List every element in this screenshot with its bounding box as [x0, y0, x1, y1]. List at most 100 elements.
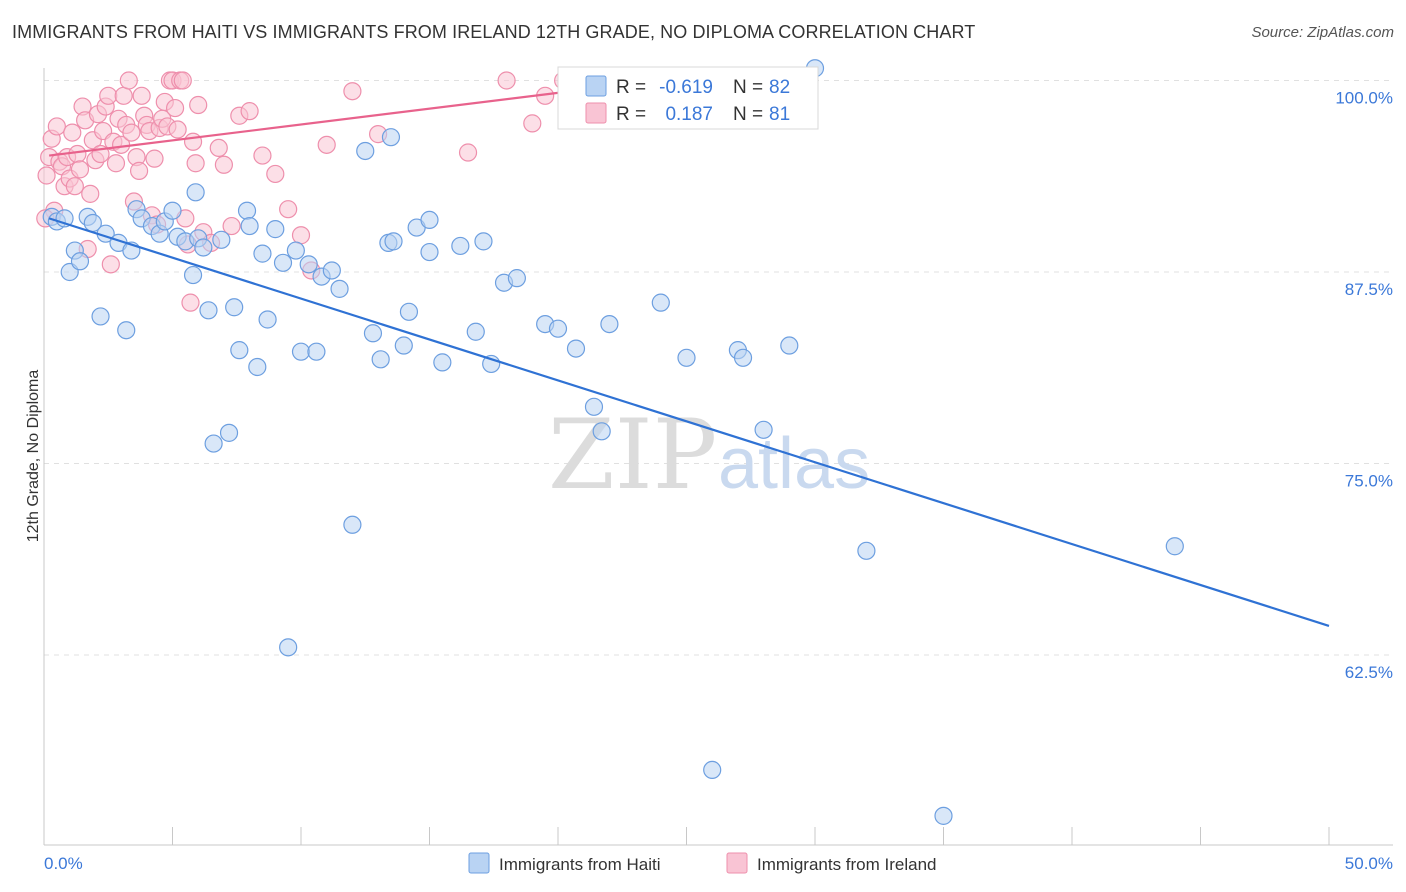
ireland-point [129, 161, 149, 180]
ireland-point [497, 71, 516, 90]
ireland-point [122, 123, 141, 142]
stats-haiti-r-label: R = [616, 77, 646, 98]
stats-haiti-r-value: -0.619 [659, 77, 713, 98]
haiti-point [70, 252, 90, 271]
stats-ireland-n-label: N = [733, 104, 763, 125]
haiti-point [584, 397, 604, 416]
haiti-point [322, 261, 341, 280]
haiti-point [307, 342, 326, 361]
haiti-point [451, 236, 470, 256]
haiti-point [433, 353, 452, 372]
ireland-point [458, 143, 478, 162]
haiti-point [384, 232, 403, 251]
legend-haiti-label: Immigrants from Haiti [499, 855, 661, 874]
ireland-point [240, 102, 259, 121]
haiti-point [279, 638, 298, 657]
haiti-point [420, 210, 439, 230]
haiti-point [163, 201, 182, 220]
ireland-point [214, 155, 233, 174]
haiti-point [183, 265, 203, 285]
ireland-point [186, 154, 205, 173]
ireland-point [291, 226, 311, 245]
ireland-point [279, 200, 298, 219]
x-tick-label-min: 0.0% [44, 854, 83, 873]
ireland-point [145, 149, 164, 168]
ireland-point [317, 135, 336, 154]
haiti-point [592, 422, 611, 441]
haiti-point [363, 324, 383, 343]
haiti-point [273, 253, 293, 272]
ireland-point [209, 138, 228, 158]
stats-haiti-n-label: N = [733, 77, 763, 98]
trend-lines [48, 90, 1330, 627]
y-tick-label: 62.5% [1345, 663, 1393, 682]
haiti-point [857, 541, 876, 560]
stats-box: R = -0.619 N = 82 R = 0.187 N = 81 [557, 66, 819, 130]
ireland-point [65, 177, 84, 196]
haiti-trend-line [48, 217, 1330, 627]
haiti-point [291, 342, 311, 361]
haiti-point [733, 348, 753, 367]
ireland-point [523, 114, 542, 133]
chart-title: IMMIGRANTS FROM HAITI VS IMMIGRANTS FROM… [12, 22, 976, 42]
legend-ireland-label: Immigrants from Ireland [757, 855, 937, 874]
haiti-point [91, 307, 110, 326]
haiti-point [230, 341, 249, 360]
haiti-point [266, 220, 285, 239]
x-tick-label-max: 50.0% [1345, 854, 1393, 873]
ireland-point [168, 120, 187, 139]
ireland-point [37, 166, 56, 185]
stats-ireland-r-value: 0.187 [665, 104, 713, 125]
ireland-point [101, 255, 120, 274]
ireland-trend-line [49, 90, 571, 157]
legend: Immigrants from Haiti Immigrants from Ir… [468, 852, 937, 874]
haiti-point [780, 336, 799, 355]
stats-ireland-r-label: R = [616, 104, 646, 125]
ireland-point [99, 86, 118, 105]
haiti-point [381, 128, 401, 147]
y-tick-label: 100.0% [1335, 89, 1393, 108]
ireland-point [81, 184, 100, 203]
ireland-point [266, 164, 285, 184]
ireland-point [165, 98, 185, 118]
haiti-point [566, 339, 586, 358]
haiti-point [237, 201, 257, 220]
ireland-point [183, 132, 203, 151]
haiti-point [394, 336, 413, 355]
haiti-point [240, 216, 259, 236]
haiti-point [474, 232, 493, 251]
ireland-point [106, 154, 126, 173]
haiti-point [466, 322, 485, 341]
ireland-point [47, 117, 66, 136]
haiti-point [703, 760, 722, 780]
watermark-zip: ZIP [548, 399, 717, 511]
ireland-point [173, 71, 192, 90]
ireland-point [63, 123, 82, 142]
haiti-point [600, 314, 619, 334]
ireland-point [68, 144, 87, 164]
haiti-point [548, 319, 568, 338]
haiti-point [219, 423, 239, 442]
gridlines: 62.5% 75.0% 87.5% 100.0% [44, 80, 1393, 682]
watermark-atlas: atlas [718, 424, 870, 504]
haiti-point [258, 310, 277, 329]
ireland-point [189, 95, 208, 115]
y-tick-label: 75.0% [1345, 472, 1393, 491]
haiti-point [356, 141, 375, 161]
ireland-point [222, 216, 241, 236]
ireland-point [253, 146, 272, 165]
haiti-point [1165, 537, 1184, 556]
haiti-point [507, 269, 526, 288]
haiti-point [253, 244, 272, 263]
haiti-point [399, 302, 419, 321]
haiti-series [42, 59, 1184, 825]
haiti-point [248, 357, 267, 377]
stats-haiti-n-value: 82 [769, 77, 790, 98]
ireland-point [132, 86, 151, 105]
haiti-point [343, 515, 362, 534]
chart-source: Source: ZipAtlas.com [1251, 24, 1394, 41]
ireland-point [343, 82, 362, 101]
stats-ireland-n-value: 81 [769, 104, 790, 125]
stats-haiti-swatch [585, 75, 607, 97]
